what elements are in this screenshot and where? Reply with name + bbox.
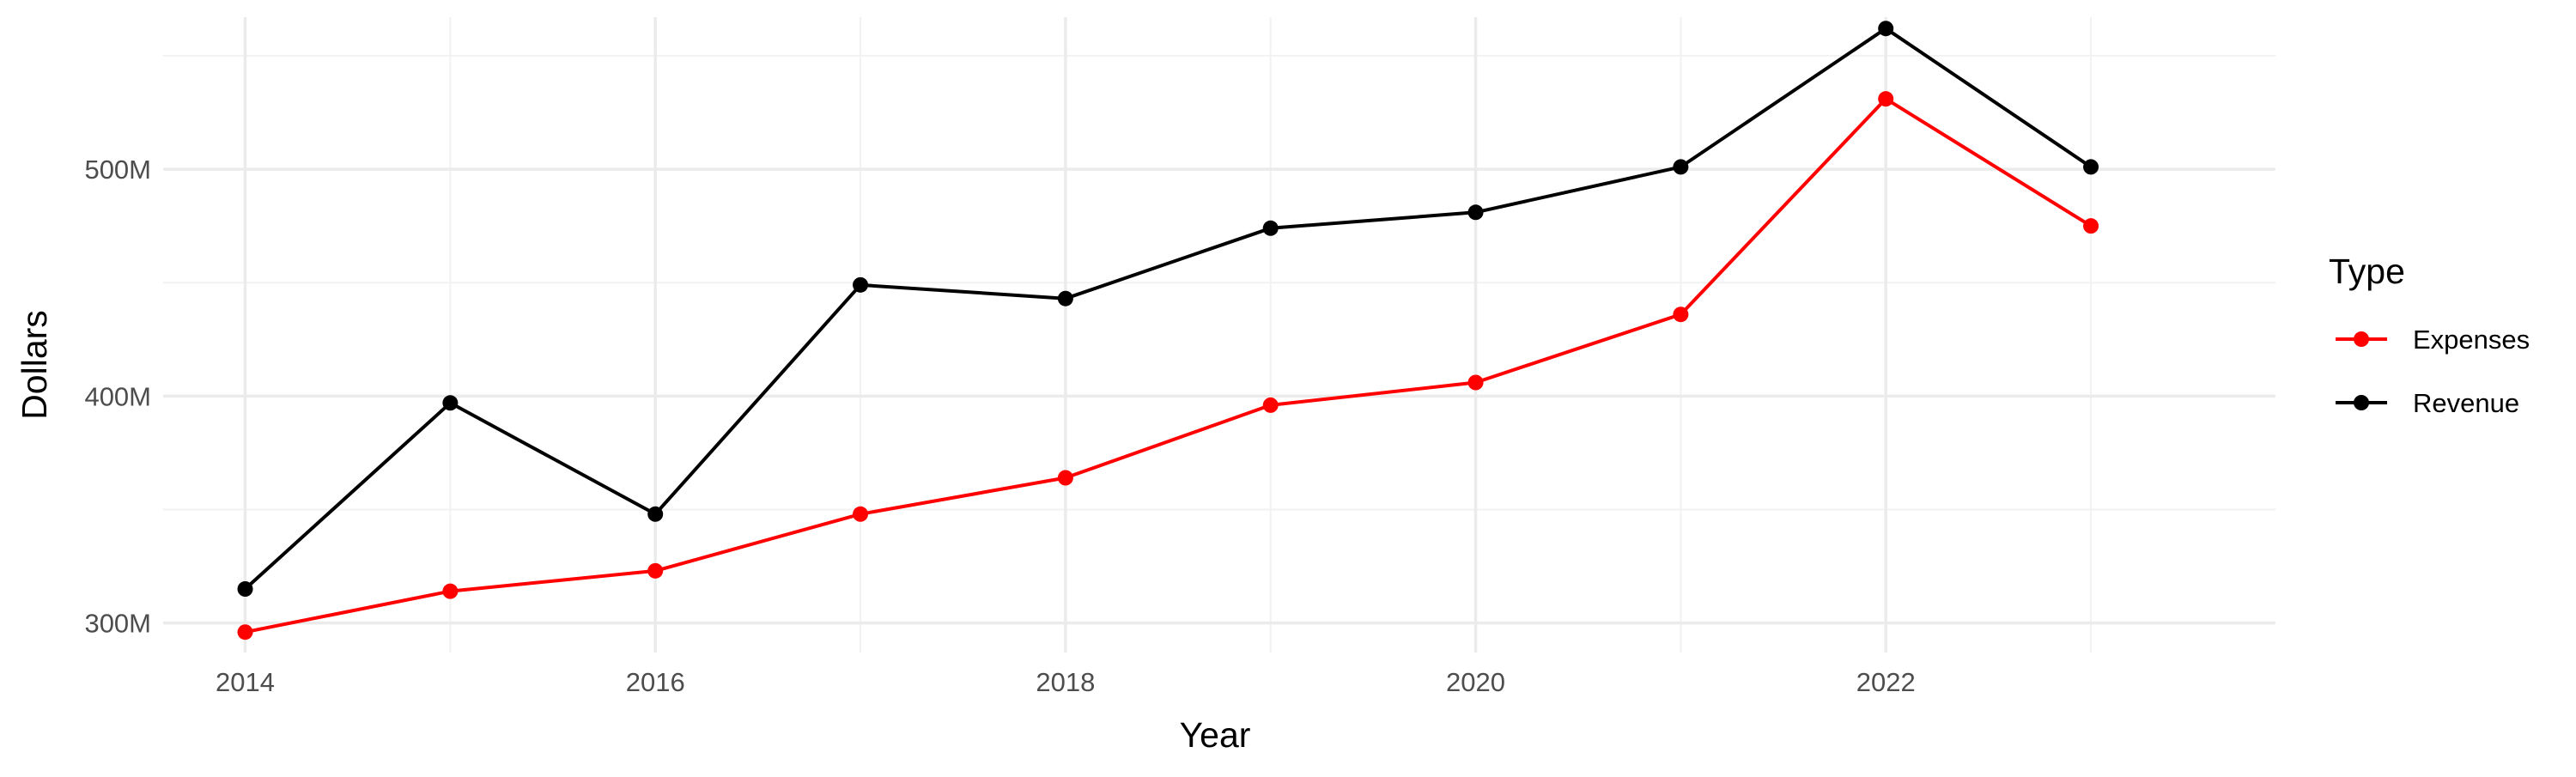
legend-key-point bbox=[2354, 331, 2369, 347]
expenses-point bbox=[1057, 470, 1073, 486]
revenue-point bbox=[1878, 21, 1894, 37]
expenses-point bbox=[1467, 374, 1484, 391]
y-tick-label: 300M bbox=[84, 609, 151, 639]
x-tick-label: 2018 bbox=[1036, 667, 1095, 697]
revenue-point bbox=[2083, 159, 2099, 175]
legend-label: Revenue bbox=[2413, 388, 2519, 418]
legend-item-expenses: Expenses bbox=[2336, 325, 2530, 355]
x-tick-label: 2014 bbox=[216, 667, 275, 697]
expenses-point bbox=[1673, 307, 1689, 323]
expenses-point bbox=[442, 583, 459, 599]
revenue-point bbox=[1057, 290, 1073, 307]
x-axis-title: Year bbox=[1180, 715, 1251, 755]
grid-layer bbox=[163, 17, 2275, 653]
y-tick-label: 500M bbox=[84, 155, 151, 185]
revenue-series-line bbox=[243, 27, 2093, 591]
revenue-point bbox=[1673, 159, 1689, 175]
expenses-series-line bbox=[243, 97, 2093, 634]
revenue-point bbox=[442, 395, 459, 411]
series-layer bbox=[237, 21, 2099, 640]
legend: Type Expenses Revenue bbox=[2329, 252, 2530, 418]
y-tick-label: 400M bbox=[84, 381, 151, 411]
expenses-point bbox=[647, 562, 664, 579]
legend-title: Type bbox=[2329, 252, 2405, 291]
revenue-point bbox=[1262, 220, 1279, 236]
expenses-point bbox=[237, 624, 253, 640]
x-tick-label: 2020 bbox=[1446, 667, 1505, 697]
legend-label: Expenses bbox=[2413, 325, 2530, 355]
expenses-point bbox=[1878, 91, 1894, 107]
legend-items: Expenses Revenue bbox=[2336, 325, 2530, 418]
y-axis-title: Dollars bbox=[15, 310, 54, 420]
revenue-point bbox=[647, 506, 664, 522]
expenses-point bbox=[853, 506, 869, 522]
legend-key-point bbox=[2354, 395, 2369, 410]
legend-item-revenue: Revenue bbox=[2336, 388, 2519, 418]
x-tick-label: 2016 bbox=[626, 667, 685, 697]
expenses-point bbox=[2083, 218, 2099, 234]
axis-layer: 300M 400M 500M 2014 2016 2018 2020 2022 bbox=[84, 155, 1915, 697]
revenue-point bbox=[237, 581, 253, 597]
revenue-point bbox=[1467, 204, 1484, 221]
x-tick-label: 2022 bbox=[1856, 667, 1916, 697]
expenses-point bbox=[1262, 397, 1279, 413]
revenue-point bbox=[853, 276, 869, 293]
